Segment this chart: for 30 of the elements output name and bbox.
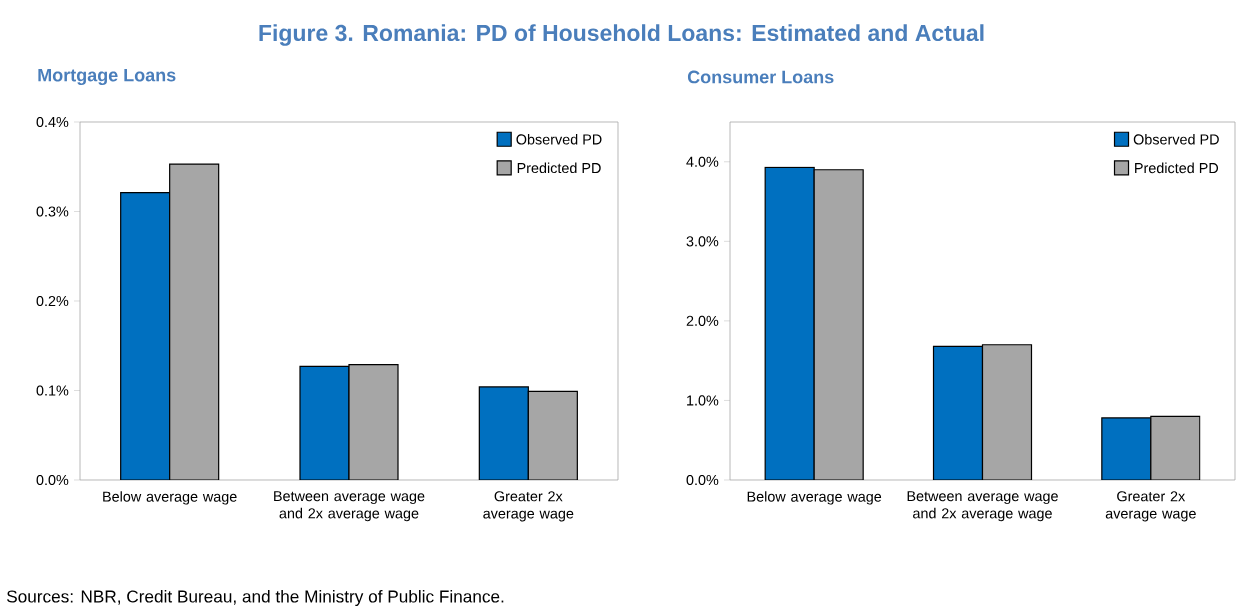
legend-label: Observed PD: [1133, 133, 1219, 145]
x-tick-label: Between average wage and 2x average wage: [274, 491, 425, 522]
chart-subtitle: Consumer Loans: [687, 70, 834, 84]
y-tick-label: 0.1%: [36, 385, 69, 396]
y-tick-label: 0.4%: [36, 116, 69, 128]
bar: [299, 365, 350, 480]
x-tick-label: Between average wage and 2x average wage: [907, 491, 1058, 522]
bar: [1101, 417, 1152, 480]
y-tick-label: 0.3%: [36, 206, 69, 217]
legend-label: Observed PD: [516, 133, 602, 145]
bar: [120, 192, 171, 480]
y-tick-label: 0.0%: [36, 474, 69, 486]
y-tick-label: 1.0%: [687, 395, 719, 406]
chart-subtitle: Mortgage Loans: [38, 68, 176, 86]
y-tick-label: 3.0%: [686, 236, 719, 247]
bar: [764, 166, 815, 480]
bar: [932, 345, 984, 480]
x-tick-label: Below average wage: [103, 491, 237, 505]
x-tick-label: Below average wage: [747, 491, 882, 505]
x-tick-label: Greater 2x average wage: [483, 491, 574, 522]
y-tick-label: 0.2%: [36, 295, 69, 307]
legend-label: Predicted PD: [1135, 162, 1219, 174]
y-tick-label: 0.0%: [686, 474, 719, 486]
chart-title: Figure 3. Romania: PD of Household Loans: Estimated and Actual: [259, 24, 984, 46]
legend-label: Predicted PD: [517, 162, 601, 174]
bar: [478, 386, 529, 480]
x-tick-label: Greater 2x average wage: [1105, 491, 1196, 522]
y-tick-label: 2.0%: [686, 315, 719, 326]
y-tick-label: 4.0%: [686, 156, 719, 167]
source-note: Sources: NBR, Credit Bureau, and the Ministry of Public Finance.: [6, 589, 504, 607]
